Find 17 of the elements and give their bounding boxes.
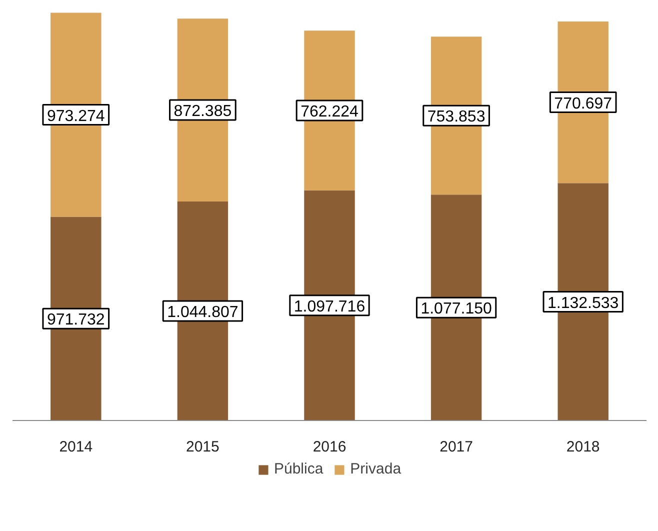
data-label: 1.097.716 <box>294 298 366 316</box>
x-tick-label: 2016 <box>312 438 346 456</box>
data-label: 1.077.150 <box>420 300 492 318</box>
data-label: 973.274 <box>46 108 105 125</box>
x-tick-label: 2017 <box>440 438 473 456</box>
data-label: 1.132.533 <box>548 294 619 312</box>
data-label: 770.697 <box>554 95 612 112</box>
data-label: 872.385 <box>174 103 232 120</box>
data-label: 753.853 <box>427 108 486 126</box>
x-tick-label: 2018 <box>566 438 600 456</box>
legend-label: Pública <box>274 460 324 478</box>
x-tick-label: 2014 <box>59 438 93 456</box>
data-label: 971.732 <box>46 312 105 329</box>
x-tick-label: 2015 <box>186 438 220 456</box>
data-label: 762.224 <box>300 103 359 120</box>
legend-label: Privada <box>350 460 402 478</box>
data-label: 1.044.807 <box>167 304 238 321</box>
